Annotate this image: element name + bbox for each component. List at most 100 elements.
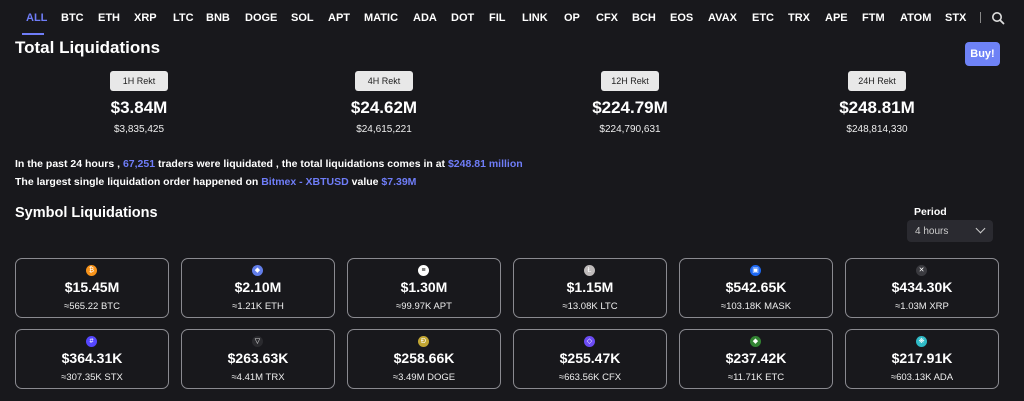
tab-ape[interactable]: APE [825, 12, 848, 24]
aptos-icon: ≡ [418, 265, 429, 276]
card-value: $263.63K [227, 350, 289, 366]
summary-line-2: The largest single liquidation order hap… [15, 176, 416, 188]
tab-matic[interactable]: MATIC [364, 12, 399, 24]
rekt-exact: $3,835,425 [113, 124, 165, 135]
bitcoin-icon: ₿ [86, 265, 97, 276]
symbol-card[interactable]: ◆ $2.10M ≈1.21K ETH [181, 258, 335, 318]
card-value: $255.47K [559, 350, 621, 366]
conflux-icon: ◇ [584, 336, 595, 347]
tab-avax[interactable]: AVAX [708, 12, 737, 24]
symbol-card[interactable]: ◇ $255.47K ≈663.56K CFX [513, 329, 667, 389]
card-amount: ≈3.49M DOGE [392, 372, 456, 383]
tab-ltc[interactable]: LTC [173, 12, 194, 24]
tab-op[interactable]: OP [564, 12, 580, 24]
page-title: Total Liquidations [15, 38, 161, 57]
symbol-card[interactable]: ₿ $15.45M ≈565.22 BTC [15, 258, 169, 318]
mask-icon: ▣ [750, 265, 761, 276]
tab-bch[interactable]: BCH [632, 12, 656, 24]
rekt-12h: 12H Rekt $224.79M $224,790,631 [555, 71, 705, 135]
card-value: $542.65K [725, 279, 787, 295]
rekt-period-badge[interactable]: 24H Rekt [848, 71, 906, 91]
symbol-card[interactable]: Ł $1.15M ≈13.08K LTC [513, 258, 667, 318]
ethereum-icon: ◆ [252, 265, 263, 276]
ethereum-classic-icon: ◆ [750, 336, 761, 347]
xrp-icon: ✕ [916, 265, 927, 276]
tab-stx[interactable]: STX [945, 12, 967, 24]
tab-ada[interactable]: ADA [413, 12, 437, 24]
card-value: $258.66K [393, 350, 455, 366]
card-value: $237.42K [725, 350, 787, 366]
tab-doge[interactable]: DOGE [245, 12, 278, 24]
card-amount: ≈99.97K APT [396, 301, 452, 312]
summary-line-1: In the past 24 hours , 67,251 traders we… [15, 158, 523, 170]
tab-all[interactable]: ALL [26, 12, 48, 24]
rekt-4h: 4H Rekt $24.62M $24,615,221 [309, 71, 459, 135]
symbol-card[interactable]: ▣ $542.65K ≈103.18K MASK [679, 258, 833, 318]
tab-eos[interactable]: EOS [670, 12, 694, 24]
card-amount: ≈13.08K LTC [562, 301, 618, 312]
search-icon[interactable] [991, 11, 1005, 25]
tab-ftm[interactable]: FTM [862, 12, 885, 24]
rekt-period-badge[interactable]: 4H Rekt [355, 71, 413, 91]
card-value: $2.10M [234, 279, 282, 295]
tab-apt[interactable]: APT [328, 12, 350, 24]
card-value: $364.31K [61, 350, 123, 366]
rekt-period-badge[interactable]: 12H Rekt [601, 71, 659, 91]
stacks-icon: # [86, 336, 97, 347]
card-value: $217.91K [891, 350, 953, 366]
card-value: $1.15M [566, 279, 614, 295]
tab-atom[interactable]: ATOM [900, 12, 932, 24]
tab-sol[interactable]: SOL [291, 12, 314, 24]
rekt-total: $224.79M [592, 98, 668, 117]
rekt-total: $3.84M [110, 98, 168, 117]
tab-dot[interactable]: DOT [451, 12, 475, 24]
rekt-1h: 1H Rekt $3.84M $3,835,425 [64, 71, 214, 135]
card-amount: ≈565.22 BTC [64, 301, 120, 312]
symbol-card[interactable]: # $364.31K ≈307.35K STX [15, 329, 169, 389]
summary-text: The largest single liquidation order hap… [15, 176, 262, 188]
symbol-card[interactable]: ❋ $217.91K ≈603.13K ADA [845, 329, 999, 389]
tron-icon: ▽ [252, 336, 263, 347]
litecoin-icon: Ł [584, 265, 595, 276]
symbol-card[interactable]: Ð $258.66K ≈3.49M DOGE [347, 329, 501, 389]
buy-button[interactable]: Buy! [965, 42, 1000, 66]
chevron-down-icon [975, 223, 986, 234]
card-amount: ≈4.41M TRX [231, 372, 285, 383]
rekt-24h: 24H Rekt $248.81M $248,814,330 [802, 71, 952, 135]
tab-btc[interactable]: BTC [61, 12, 84, 24]
symbol-card[interactable]: ✕ $434.30K ≈1.03M XRP [845, 258, 999, 318]
tab-trx[interactable]: TRX [788, 12, 810, 24]
tab-etc[interactable]: ETC [752, 12, 774, 24]
summary-text: In the past 24 hours , [15, 158, 123, 170]
largest-order-value[interactable]: $7.39M [381, 176, 417, 188]
rekt-period-badge[interactable]: 1H Rekt [110, 71, 168, 91]
symbol-card[interactable]: ▽ $263.63K ≈4.41M TRX [181, 329, 335, 389]
card-amount: ≈1.21K ETH [232, 301, 284, 312]
exchange-link[interactable]: Bitmex - XBTUSD [261, 176, 349, 188]
rekt-exact: $224,790,631 [599, 124, 661, 135]
traders-count-link[interactable]: 67,251 [122, 158, 156, 170]
tab-eth[interactable]: ETH [98, 12, 120, 24]
total-liquidation-link[interactable]: $248.81 million [447, 158, 523, 170]
section-title: Symbol Liquidations [15, 205, 158, 221]
card-value: $434.30K [891, 279, 953, 295]
symbol-card[interactable]: ◆ $237.42K ≈11.71K ETC [679, 329, 833, 389]
tab-xrp[interactable]: XRP [134, 12, 157, 24]
period-value: 4 hours [915, 225, 949, 237]
symbol-card[interactable]: ≡ $1.30M ≈99.97K APT [347, 258, 501, 318]
period-select[interactable]: 4 hours [907, 220, 993, 242]
tab-fil[interactable]: FIL [489, 12, 506, 24]
summary-text: traders were liquidated , the total liqu… [155, 158, 448, 170]
rekt-exact: $24,615,221 [356, 124, 412, 135]
tab-link[interactable]: LINK [522, 12, 548, 24]
tab-cfx[interactable]: CFX [596, 12, 618, 24]
cardano-icon: ❋ [916, 336, 927, 347]
card-amount: ≈307.35K STX [61, 372, 123, 383]
rekt-exact: $248,814,330 [846, 124, 908, 135]
tab-bnb[interactable]: BNB [206, 12, 230, 24]
tabs-divider [980, 12, 981, 23]
rekt-total: $248.81M [839, 98, 915, 117]
symbol-tabs: ALL BTC ETH XRP LTC BNB DOGE SOL APT MATIC ADA DOT F… [0, 0, 1024, 36]
card-amount: ≈663.56K CFX [558, 372, 622, 383]
card-amount: ≈11.71K ETC [727, 372, 785, 383]
